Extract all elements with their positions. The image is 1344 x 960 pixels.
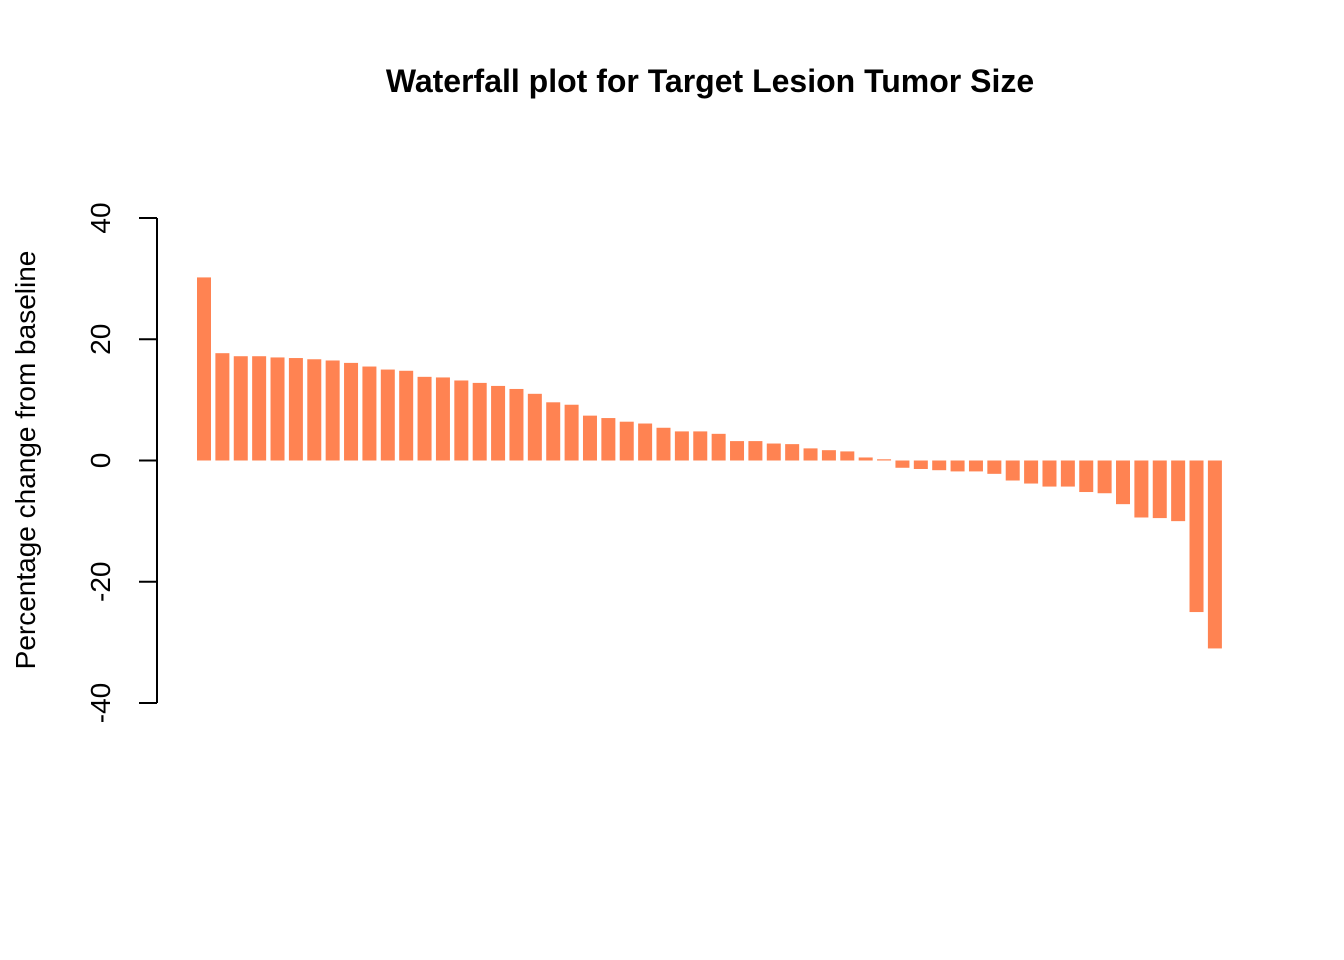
y-tick-label: -40	[85, 683, 116, 723]
bar	[435, 377, 450, 461]
bar	[509, 388, 524, 461]
bar	[840, 451, 855, 461]
bar	[197, 277, 211, 461]
y-tick-label: -20	[85, 562, 116, 602]
bar	[288, 358, 303, 461]
bar	[491, 385, 506, 461]
bar	[1189, 460, 1204, 613]
bar	[1116, 460, 1130, 505]
bar	[748, 441, 763, 461]
bar	[1060, 460, 1075, 487]
y-tick-label: 20	[85, 324, 116, 355]
bar	[380, 369, 395, 461]
bar	[674, 431, 689, 461]
bar	[1171, 460, 1186, 522]
bar	[344, 362, 359, 461]
bar	[417, 376, 432, 461]
bar	[711, 433, 726, 461]
bar	[564, 404, 579, 461]
bar	[252, 356, 267, 461]
bar	[454, 380, 469, 461]
y-tick-label: 40	[85, 202, 116, 233]
bar	[858, 457, 873, 461]
bar	[1005, 460, 1020, 481]
y-tick-label: 0	[85, 453, 116, 469]
bar	[987, 460, 1002, 474]
bar	[601, 418, 616, 461]
bar	[730, 441, 745, 461]
bar	[527, 393, 542, 461]
bar	[932, 460, 947, 471]
y-axis-label: Percentage change from baseline	[10, 251, 41, 670]
bar	[1152, 460, 1167, 519]
bar	[546, 402, 561, 461]
bar	[1024, 460, 1039, 484]
bar	[215, 353, 230, 461]
bar	[270, 357, 285, 461]
bar	[693, 431, 708, 461]
bar	[1207, 460, 1222, 649]
bar	[968, 460, 983, 472]
bar	[1042, 460, 1057, 487]
bar	[785, 444, 800, 461]
bar	[307, 359, 322, 461]
bar	[472, 382, 487, 461]
bar	[1079, 460, 1094, 493]
bar	[233, 356, 248, 461]
bar	[638, 423, 653, 461]
bar	[803, 448, 818, 461]
bar	[1134, 460, 1149, 518]
bar	[362, 366, 377, 461]
bar	[582, 415, 597, 461]
bar	[950, 460, 965, 472]
bars	[197, 277, 1222, 649]
bar	[656, 427, 671, 461]
bar	[913, 460, 928, 469]
bar	[1097, 460, 1112, 494]
bar	[766, 443, 781, 461]
bar	[821, 450, 836, 461]
bar	[399, 370, 414, 461]
bar	[877, 459, 892, 461]
bar	[325, 360, 340, 461]
bar	[895, 460, 910, 468]
bar	[619, 421, 634, 461]
chart-title: Waterfall plot for Target Lesion Tumor S…	[386, 63, 1034, 99]
y-axis: -40 -20 0 20 40	[85, 202, 158, 723]
